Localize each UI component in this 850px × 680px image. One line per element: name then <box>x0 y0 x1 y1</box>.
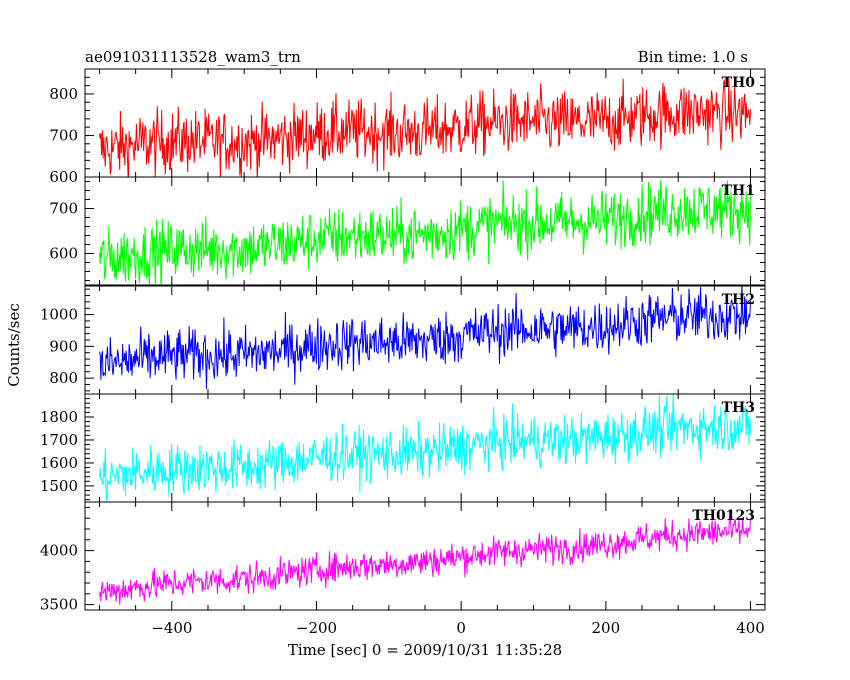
y-tick-label: 3500 <box>40 596 78 614</box>
y-tick-label: 700 <box>49 126 78 144</box>
y-tick-label: 4000 <box>40 542 78 560</box>
panel-th1: 600 700 TH1 <box>49 176 766 286</box>
panel-th0123: 3500 4000 TH0123 <box>40 501 766 614</box>
y-tick-label: 700 <box>49 200 78 218</box>
y-tick-label: 1600 <box>40 454 78 472</box>
y-tick-label: 600 <box>49 245 78 263</box>
x-tick-label: 400 <box>736 619 765 637</box>
y-tick-label: 800 <box>49 85 78 103</box>
panel-label: TH0 <box>722 75 756 91</box>
x-axis-label: Time [sec] 0 = 2009/10/31 11:35:28 <box>288 641 562 659</box>
x-tick-label: 200 <box>592 619 621 637</box>
panel-th3: 1500 1600 1700 1800 TH3 <box>40 393 766 503</box>
bin-time-label: Bin time: 1.0 s <box>638 48 748 66</box>
series-line-th0123 <box>99 510 751 605</box>
y-axis-label: Counts/sec <box>5 303 23 387</box>
y-tick-label: 1700 <box>40 431 78 449</box>
light-curve-panels: 600 700 800 TH0 600 700 TH1 800 900 1000 TH2 1500 16… <box>40 68 766 637</box>
x-tick-label: 0 <box>456 619 466 637</box>
x-tick-label: −200 <box>296 619 337 637</box>
y-tick-label: 800 <box>49 369 78 387</box>
y-tick-label: 1500 <box>40 477 78 495</box>
series-line-th0 <box>99 76 751 177</box>
y-tick-label: 1800 <box>40 408 78 426</box>
series-line-th1 <box>99 179 751 285</box>
chart-title: ae091031113528_wam3_trn <box>85 48 301 66</box>
panel-label: TH2 <box>722 292 755 308</box>
y-tick-label: 1000 <box>40 306 78 324</box>
panel-label: TH1 <box>722 183 755 199</box>
x-tick-label: −400 <box>151 619 192 637</box>
y-tick-label: 600 <box>49 168 78 186</box>
panel-label: TH3 <box>722 400 755 416</box>
series-line-th2 <box>99 286 751 389</box>
panel-th2: 800 900 1000 TH2 <box>40 285 766 395</box>
panel-label: TH0123 <box>692 508 755 524</box>
series-line-th3 <box>99 394 751 502</box>
y-tick-label: 900 <box>49 337 78 355</box>
panel-th0: 600 700 800 TH0 <box>49 68 766 186</box>
